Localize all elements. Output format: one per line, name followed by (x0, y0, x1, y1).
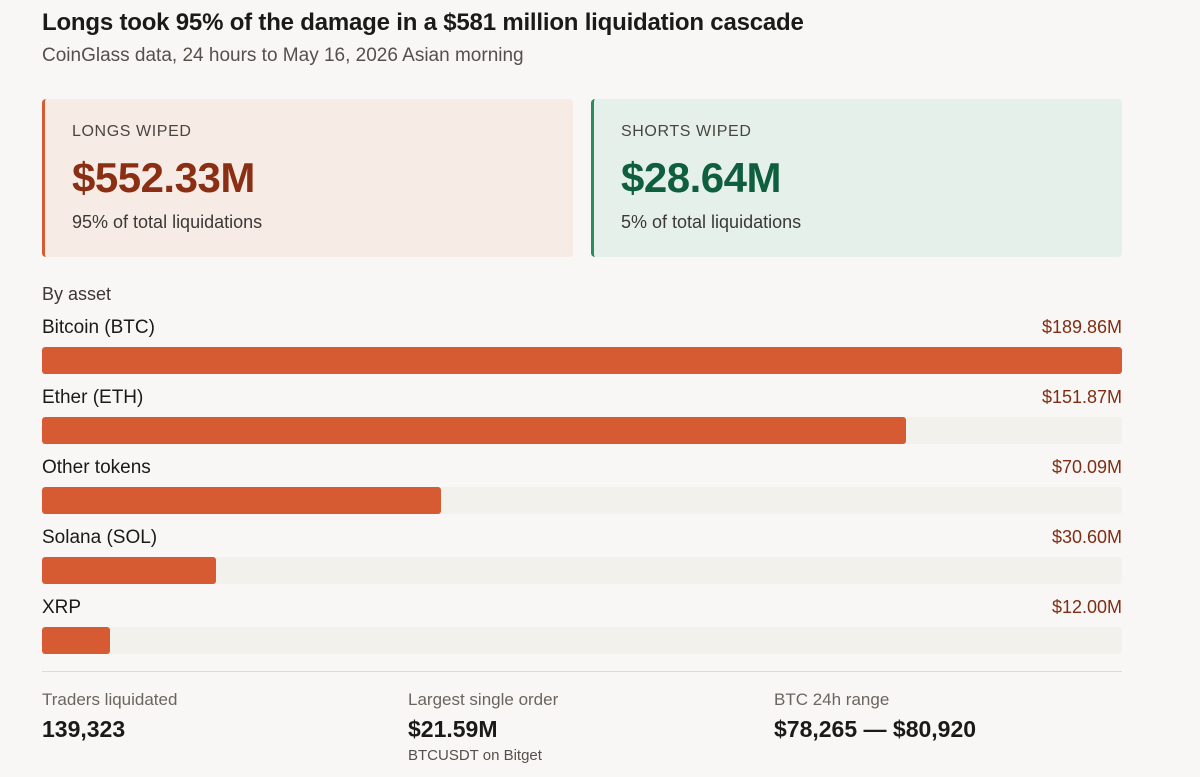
asset-name: Other tokens (42, 457, 151, 478)
asset-value-label: $30.60M (1051, 527, 1122, 547)
stat-label: Largest single order (408, 690, 559, 709)
stat-value: $21.59M (408, 716, 498, 742)
page-title: Longs took 95% of the damage in a $581 m… (42, 9, 804, 36)
stat-label: BTC 24h range (774, 690, 890, 709)
asset-row: Bitcoin (BTC) $189.86M (42, 317, 1122, 379)
shorts-wiped-card: SHORTS WIPED $28.64M 5% of total liquida… (591, 99, 1122, 257)
stat-traders-liquidated: Traders liquidated 139,323 (42, 690, 177, 743)
divider (42, 671, 1122, 672)
bar-fill (42, 347, 1122, 374)
bar-track (42, 487, 1122, 514)
page-subtitle: CoinGlass data, 24 hours to May 16, 2026… (42, 45, 524, 66)
bar-track (42, 347, 1122, 374)
stat-value: 139,323 (42, 716, 126, 742)
stat-btc-range: BTC 24h range $78,265 — $80,920 (774, 690, 976, 743)
asset-name: Bitcoin (BTC) (42, 317, 155, 338)
asset-row: Solana (SOL) $30.60M (42, 527, 1122, 589)
shorts-note: 5% of total liquidations (621, 212, 802, 232)
bar-track (42, 417, 1122, 444)
stat-label: Traders liquidated (42, 690, 178, 709)
stat-sub: BTCUSDT on Bitget (408, 747, 542, 764)
bar-fill (42, 557, 216, 584)
longs-label: LONGS WIPED (72, 123, 192, 140)
stat-largest-order: Largest single order $21.59M BTCUSDT on … (408, 690, 558, 764)
stat-value: $78,265 — $80,920 (774, 716, 977, 742)
asset-name: XRP (42, 597, 82, 618)
asset-name: Ether (ETH) (42, 387, 144, 408)
bar-fill (42, 487, 441, 514)
asset-row: Ether (ETH) $151.87M (42, 387, 1122, 449)
shorts-value: $28.64M (621, 154, 781, 201)
bar-track (42, 627, 1122, 654)
shorts-label: SHORTS WIPED (621, 123, 752, 140)
asset-value-label: $151.87M (1041, 387, 1122, 407)
asset-value-label: $12.00M (1051, 597, 1122, 617)
asset-row: Other tokens $70.09M (42, 457, 1122, 519)
chart-title: By asset (42, 284, 112, 304)
longs-wiped-card: LONGS WIPED $552.33M 95% of total liquid… (42, 99, 573, 257)
asset-name: Solana (SOL) (42, 527, 158, 548)
asset-value-label: $189.86M (1041, 317, 1122, 337)
asset-row: XRP $12.00M (42, 597, 1122, 659)
longs-value: $552.33M (72, 154, 255, 201)
bar-fill (42, 627, 110, 654)
bar-fill (42, 417, 906, 444)
longs-note: 95% of total liquidations (72, 212, 263, 232)
asset-value-label: $70.09M (1051, 457, 1122, 477)
bar-track (42, 557, 1122, 584)
